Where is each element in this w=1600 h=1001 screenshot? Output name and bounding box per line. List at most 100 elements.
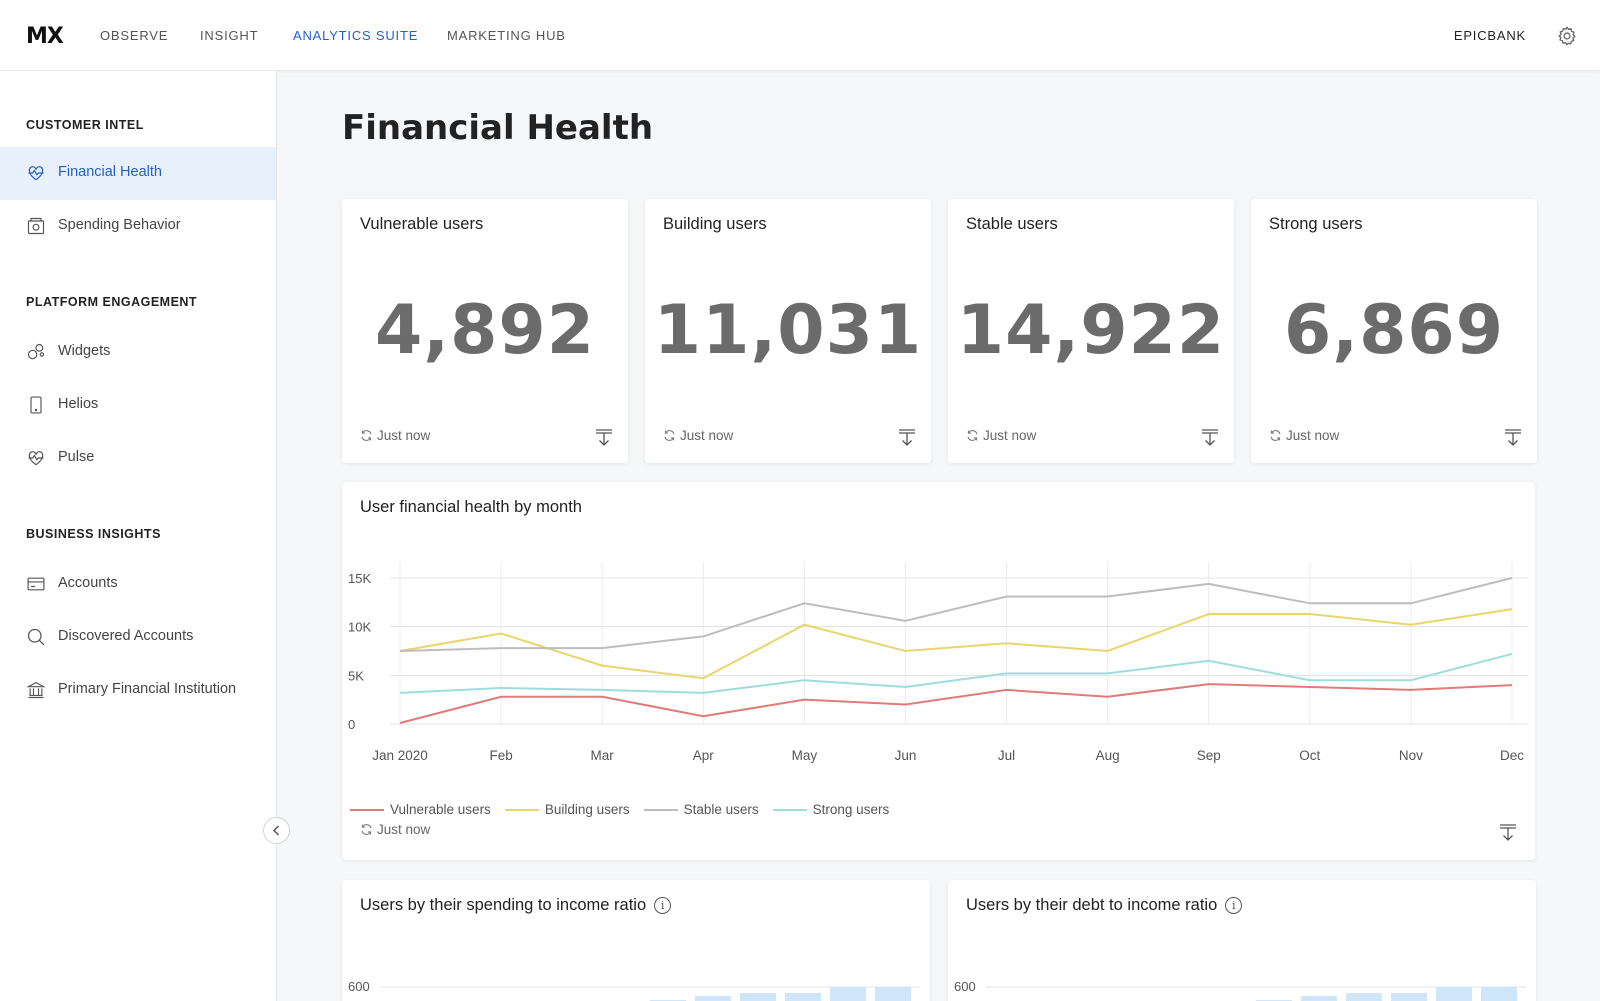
sidebar-item-pulse[interactable]: Pulse: [0, 432, 276, 485]
widgets-icon: [27, 343, 45, 360]
x-tick-label: Apr: [693, 748, 715, 763]
card-icon: [27, 577, 45, 591]
bar: [1346, 993, 1382, 1001]
x-tick-label: Jan 2020: [372, 748, 428, 763]
sidebar-item-helios[interactable]: Helios: [0, 379, 276, 432]
download-icon[interactable]: [1498, 822, 1518, 842]
line-chart: 0 5K 10K 15K Jan 2020 Feb Mar Apr May Jun Jul Aug Se…: [348, 562, 1528, 763]
stat-card-vulnerable: Vulnerable users 4,892 Just now: [342, 199, 628, 463]
series-line: [399, 577, 1513, 652]
series-line: [399, 652, 1513, 694]
sidebar-item-label: Accounts: [58, 575, 118, 591]
refresh-status[interactable]: Just now: [1269, 428, 1339, 443]
download-icon[interactable]: [594, 427, 614, 447]
nav-insight[interactable]: INSIGHT: [200, 28, 259, 43]
x-tick-label: Feb: [489, 748, 512, 763]
chart-title: User financial health by month: [360, 498, 582, 516]
sidebar-item-financial-health[interactable]: Financial Health: [0, 147, 276, 200]
sidebar-item-label: Spending Behavior: [58, 217, 181, 233]
x-tick-label: Oct: [1299, 748, 1320, 763]
refresh-status[interactable]: Just now: [663, 428, 733, 443]
bar: [1436, 987, 1472, 1001]
x-tick-label: Dec: [1500, 748, 1524, 763]
sidebar-item-discovered-accounts[interactable]: Discovered Accounts: [0, 611, 276, 664]
spending-ratio-card: Users by their spending to income ratio i…: [342, 880, 930, 1001]
legend-label: Vulnerable users: [390, 802, 491, 817]
mx-logo[interactable]: MX: [26, 24, 64, 49]
debt-ratio-chart: 600: [954, 979, 1526, 1001]
legend-item[interactable]: Building users: [504, 802, 630, 817]
y-tick-label: 15K: [348, 571, 371, 586]
bar: [1301, 996, 1337, 1001]
nav-marketing-hub[interactable]: MARKETING HUB: [447, 28, 566, 43]
legend-swatch: [643, 809, 678, 812]
bar: [1391, 993, 1427, 1001]
x-tick-label: Sep: [1197, 748, 1221, 763]
legend-swatch: [772, 809, 807, 812]
legend-item[interactable]: Strong users: [772, 802, 890, 817]
stat-card-stable: Stable users 14,922 Just now: [948, 199, 1234, 463]
stat-card-value: 11,031: [653, 291, 923, 370]
heart-pulse-icon: [28, 451, 44, 466]
stat-card-title: Stable users: [966, 215, 1058, 233]
top-nav-bar: MX OBSERVE INSIGHT ANALYTICS SUITE MARKE…: [0, 0, 1600, 71]
bar: [740, 993, 776, 1001]
spending-ratio-chart: 600: [348, 979, 920, 1001]
refresh-status[interactable]: Just now: [966, 428, 1036, 443]
bar: [695, 996, 731, 1001]
sidebar-item-primary-financial-institution[interactable]: Primary Financial Institution: [0, 664, 276, 717]
sidebar-item-label: Widgets: [58, 343, 111, 359]
sidebar-item-label: Primary Financial Institution: [58, 681, 237, 697]
sidebar-item-spending-behavior[interactable]: Spending Behavior: [0, 200, 276, 253]
monthly-chart-card: User financial health by month 0 5K 10K 15K…: [342, 482, 1535, 860]
x-tick-label: Jul: [998, 748, 1015, 763]
stat-card-title: Building users: [663, 215, 767, 233]
page-title: Financial Health: [342, 108, 654, 148]
x-tick-label: Jun: [895, 748, 917, 763]
refresh-status[interactable]: Just now: [360, 822, 430, 837]
info-icon[interactable]: i: [654, 897, 672, 914]
legend-item[interactable]: Stable users: [643, 802, 759, 817]
stat-card-value: 4,892: [374, 291, 596, 370]
collapse-sidebar-button[interactable]: [263, 817, 290, 844]
bank-name[interactable]: EPICBANK: [1453, 28, 1526, 43]
legend-item[interactable]: Vulnerable users: [350, 802, 491, 817]
sidebar-item-accounts[interactable]: Accounts: [0, 558, 276, 611]
bar: [785, 993, 821, 1001]
section-customer-intel: CUSTOMER INTEL: [26, 118, 144, 132]
stat-card-building: Building users 11,031 Just now: [645, 199, 931, 463]
refresh-icon: [967, 430, 978, 441]
y-tick-label: 600: [348, 979, 370, 994]
y-tick-label: 5K: [348, 668, 364, 683]
nav-analytics-suite[interactable]: ANALYTICS SUITE: [293, 28, 419, 43]
section-platform-engagement: PLATFORM ENGAGEMENT: [26, 295, 198, 309]
info-icon[interactable]: i: [1225, 897, 1243, 914]
y-tick-label: 10K: [348, 620, 371, 635]
bar: [875, 987, 911, 1001]
legend-label: Building users: [544, 802, 630, 817]
stat-card-strong: Strong users 6,869 Just now: [1251, 199, 1537, 463]
refresh-status[interactable]: Just now: [360, 428, 430, 443]
stat-card-title: Vulnerable users: [360, 215, 484, 233]
x-tick-label: Nov: [1399, 748, 1423, 763]
download-icon[interactable]: [1503, 427, 1523, 447]
card-title: Users by their debt to income ratio i: [966, 896, 1243, 915]
legend-label: Strong users: [812, 802, 890, 817]
section-business-insights: BUSINESS INSIGHTS: [26, 527, 161, 541]
refresh-icon: [664, 430, 675, 441]
legend-label: Stable users: [683, 802, 759, 817]
series-line: [399, 683, 1513, 724]
gear-icon[interactable]: [1556, 25, 1578, 47]
download-icon[interactable]: [1200, 427, 1220, 447]
sidebar-item-label: Financial Health: [58, 164, 162, 180]
sidebar-item-widgets[interactable]: Widgets: [0, 326, 276, 379]
download-icon[interactable]: [897, 427, 917, 447]
stat-card-value: 14,922: [956, 291, 1226, 370]
bank-icon: [26, 681, 46, 699]
y-tick-label: 600: [954, 979, 976, 994]
bar: [1481, 987, 1517, 1001]
card-title: Users by their spending to income ratio i: [360, 896, 672, 915]
wallet-icon: [27, 217, 45, 235]
search-icon: [27, 628, 45, 646]
nav-observe[interactable]: OBSERVE: [100, 28, 169, 43]
